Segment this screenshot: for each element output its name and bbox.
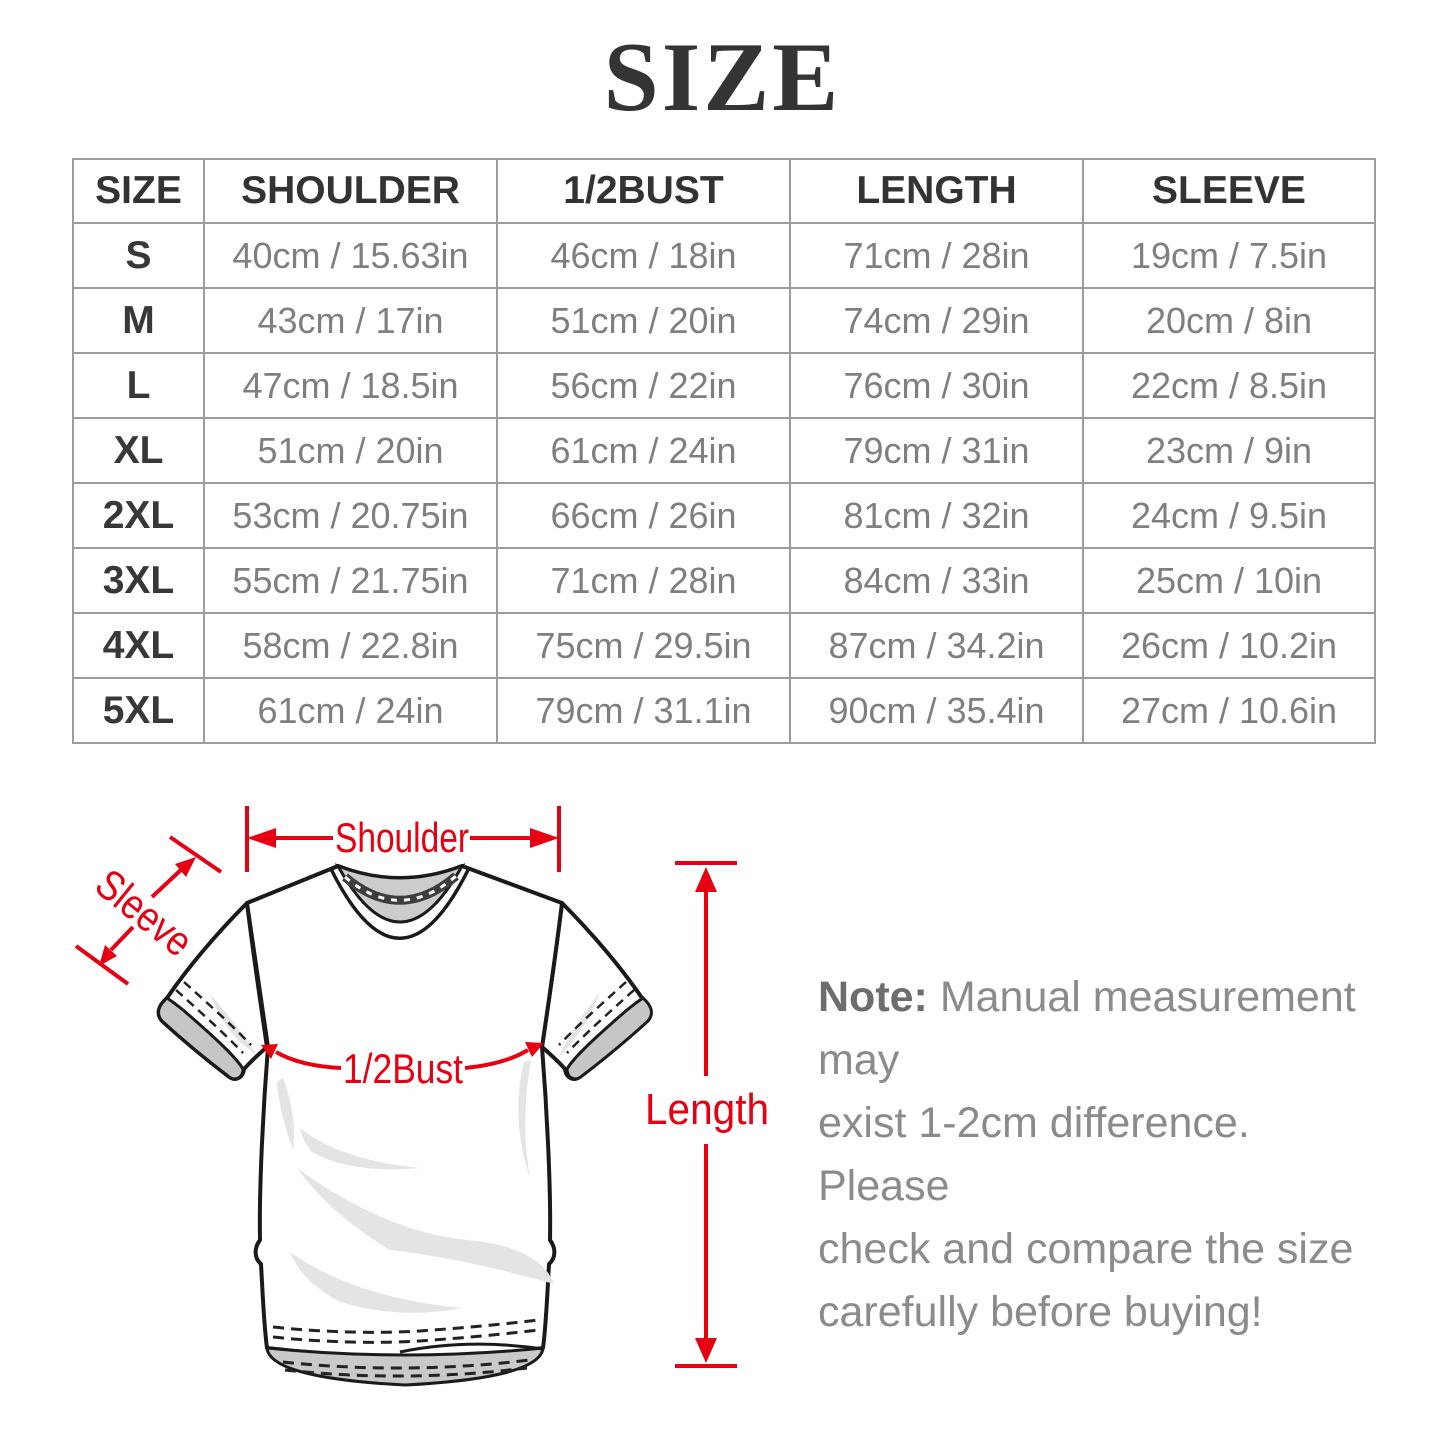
measure-cell: 20cm / 8in xyxy=(1082,287,1376,354)
measure-cell: 40cm / 15.63in xyxy=(203,222,498,289)
left-cuff-stitch xyxy=(183,981,252,1046)
col-header-size: SIZE xyxy=(72,158,205,224)
table-row: 2XL 53cm / 20.75in 66cm / 26in 81cm / 32… xyxy=(72,482,1376,549)
length-label: Length xyxy=(645,1085,769,1134)
col-header-shoulder: SHOULDER xyxy=(203,158,498,224)
measure-cell: 61cm / 24in xyxy=(496,417,791,484)
measure-cell: 58cm / 22.8in xyxy=(203,612,498,679)
measure-cell: 46cm / 18in xyxy=(496,222,791,289)
hem-stitches xyxy=(272,1318,539,1378)
measure-cell: 23cm / 9in xyxy=(1082,417,1376,484)
measure-cell: 87cm / 34.2in xyxy=(789,612,1084,679)
col-header-bust: 1/2BUST xyxy=(496,158,791,224)
right-cuff-stitch xyxy=(558,981,627,1046)
measure-cell: 81cm / 32in xyxy=(789,482,1084,549)
shoulder-label: Shoulder xyxy=(335,814,469,861)
size-cell: 3XL xyxy=(72,547,205,614)
page-title: SIZE xyxy=(603,23,842,132)
sleeve-tick-bottom xyxy=(74,944,130,986)
right-cuff-stitch xyxy=(566,989,635,1054)
measure-cell: 53cm / 20.75in xyxy=(203,482,498,549)
note-line: check and compare the size xyxy=(818,1225,1354,1273)
col-header-sleeve: SLEEVE xyxy=(1082,158,1376,224)
note-line-text: Manual measurement may xyxy=(818,973,1356,1084)
size-cell: S xyxy=(72,222,205,289)
note-line: carefully before buying! xyxy=(818,1288,1263,1336)
collar-back-inside xyxy=(334,863,466,924)
left-cuff-stitch xyxy=(175,989,244,1054)
measure-cell: 79cm / 31.1in xyxy=(496,677,791,744)
collar-front-band xyxy=(329,867,471,940)
note-line: Note: Manual measurement may xyxy=(818,966,1378,1092)
measure-cell: 56cm / 22in xyxy=(496,352,791,419)
bust-arrowhead-right xyxy=(525,1042,544,1057)
measure-cell: 75cm / 29.5in xyxy=(496,612,791,679)
measure-cell: 71cm / 28in xyxy=(789,222,1084,289)
measure-cell: 76cm / 30in xyxy=(789,352,1084,419)
measure-cell: 43cm / 17in xyxy=(203,287,498,354)
sleeve-arrow-line-down xyxy=(109,925,135,952)
sleeve-arrowhead-up xyxy=(175,857,196,877)
size-cell: 5XL xyxy=(72,677,205,744)
size-cell: M xyxy=(72,287,205,354)
measure-cell: 25cm / 10in xyxy=(1082,547,1376,614)
note-text: Note: Manual measurement may exist 1-2cm… xyxy=(818,966,1378,1344)
measure-cell: 90cm / 35.4in xyxy=(789,677,1084,744)
measure-cell: 74cm / 29in xyxy=(789,287,1084,354)
table-row: XL 51cm / 20in 61cm / 24in 79cm / 31in 2… xyxy=(72,417,1376,484)
bust-label: 1/2Bust xyxy=(343,1045,463,1092)
measure-cell: 47cm / 18.5in xyxy=(203,352,498,419)
right-cuff-inside xyxy=(565,996,653,1081)
collar-stitch-dots xyxy=(344,874,457,902)
table-row: 4XL 58cm / 22.8in 75cm / 29.5in 87cm / 3… xyxy=(72,612,1376,679)
measure-cell: 22cm / 8.5in xyxy=(1082,352,1376,419)
measure-cell: 61cm / 24in xyxy=(203,677,498,744)
length-arrowhead-up xyxy=(695,867,717,892)
size-cell: 2XL xyxy=(72,482,205,549)
note-prefix: Note: xyxy=(818,973,928,1021)
table-row: L 47cm / 18.5in 56cm / 22in 76cm / 30in … xyxy=(72,352,1376,419)
measure-cell: 66cm / 26in xyxy=(496,482,791,549)
measure-cell: 71cm / 28in xyxy=(496,547,791,614)
note-line: exist 1-2cm difference. Please xyxy=(818,1099,1250,1210)
bust-arrow-line-left xyxy=(274,1050,342,1070)
size-cell: XL xyxy=(72,417,205,484)
table-row: M 43cm / 17in 51cm / 20in 74cm / 29in 20… xyxy=(72,287,1376,354)
table-row: 3XL 55cm / 21.75in 71cm / 28in 84cm / 33… xyxy=(72,547,1376,614)
measure-cell: 79cm / 31in xyxy=(789,417,1084,484)
size-table: SIZE SHOULDER 1/2BUST LENGTH SLEEVE S 40… xyxy=(72,158,1376,744)
measure-cell: 84cm / 33in xyxy=(789,547,1084,614)
size-cell: L xyxy=(72,352,205,419)
measure-cell: 55cm / 21.75in xyxy=(203,547,498,614)
measure-cell: 51cm / 20in xyxy=(496,287,791,354)
table-header-row: SIZE SHOULDER 1/2BUST LENGTH SLEEVE xyxy=(72,158,1376,224)
sleeve-arrow-line-up xyxy=(150,866,185,899)
left-cuff-inside xyxy=(157,996,245,1081)
size-cell: 4XL xyxy=(72,612,205,679)
table-row: S 40cm / 15.63in 46cm / 18in 71cm / 28in… xyxy=(72,222,1376,289)
bust-arrowhead-left xyxy=(261,1044,278,1059)
col-header-length: LENGTH xyxy=(789,158,1084,224)
hem-fold-line xyxy=(399,1342,544,1354)
sleeve-arrowhead-down xyxy=(99,945,117,966)
measurement-annotations xyxy=(74,806,737,1368)
measure-cell: 26cm / 10.2in xyxy=(1082,612,1376,679)
shoulder-arrowhead-left xyxy=(247,828,276,848)
measure-cell: 51cm / 20in xyxy=(203,417,498,484)
table-row: 5XL 61cm / 24in 79cm / 31.1in 90cm / 35.… xyxy=(72,677,1376,744)
body-wrinkles xyxy=(277,1060,554,1313)
hem-band xyxy=(265,1346,545,1387)
shoulder-arrowhead-right xyxy=(530,828,559,848)
sleeve-tick-top xyxy=(168,835,223,874)
measure-cell: 24cm / 9.5in xyxy=(1082,482,1376,549)
bust-arrow-line-right xyxy=(464,1048,530,1070)
measure-cell: 27cm / 10.6in xyxy=(1082,677,1376,744)
measure-cell: 19cm / 7.5in xyxy=(1082,222,1376,289)
length-arrowhead-down xyxy=(695,1338,717,1363)
